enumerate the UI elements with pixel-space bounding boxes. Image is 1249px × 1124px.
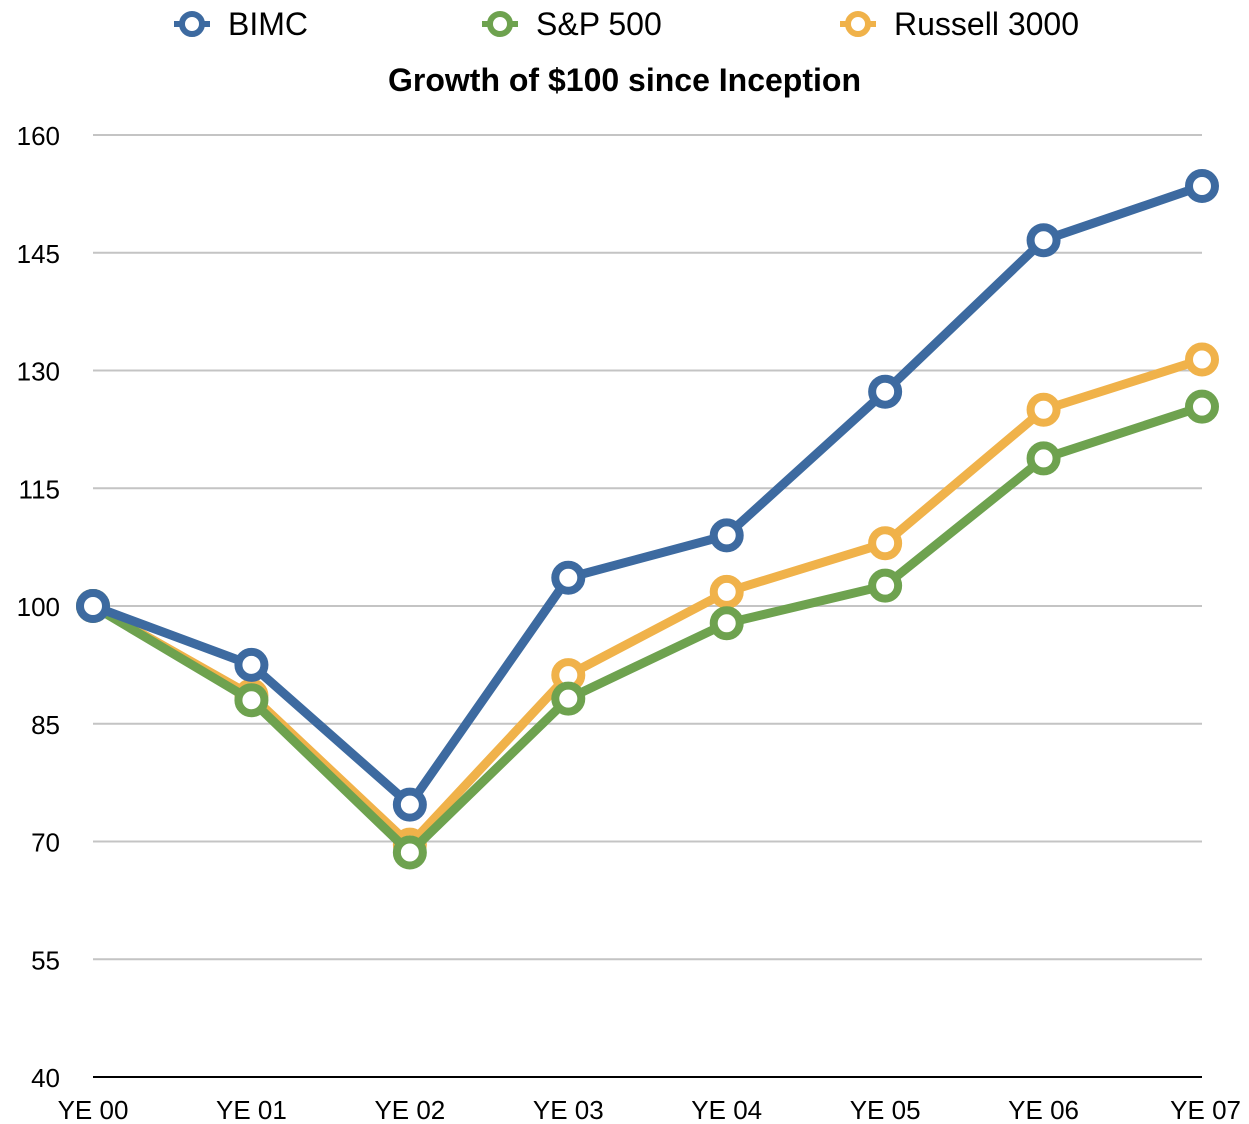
data-point (392, 787, 427, 822)
x-tick-label: YE 06 (1008, 1095, 1079, 1124)
legend-label-bimc: BIMC (228, 5, 308, 42)
data-point (868, 374, 903, 409)
y-tick-label: 145 (17, 239, 60, 269)
x-tick-label: YE 05 (850, 1095, 921, 1124)
y-tick-label: 160 (17, 121, 60, 151)
data-point (1026, 441, 1061, 476)
data-point (868, 526, 903, 561)
x-tick-label: YE 00 (58, 1095, 129, 1124)
data-point (1026, 223, 1061, 258)
y-tick-label: 55 (31, 945, 60, 975)
x-tick-label: YE 04 (691, 1095, 762, 1124)
series-line (88, 355, 1207, 850)
x-tick-label: YE 07 (1170, 1095, 1241, 1124)
data-point (1185, 389, 1219, 424)
y-tick-label: 70 (31, 828, 60, 858)
data-point (234, 647, 269, 682)
legend-item-sp500[interactable]: S&P 500 (480, 4, 662, 44)
y-tick-label: 100 (17, 592, 60, 622)
series-line (88, 402, 1207, 857)
legend-label-russell3000: Russell 3000 (894, 5, 1079, 42)
legend-label-sp500: S&P 500 (536, 5, 662, 42)
data-point (1185, 342, 1219, 377)
legend: BIMC S&P 500 Russell 3000 (0, 0, 1249, 50)
data-point (1026, 392, 1061, 427)
legend-marker-icon (174, 11, 210, 37)
data-point (709, 606, 744, 641)
y-tick-label: 85 (31, 710, 60, 740)
y-tick-label: 115 (19, 474, 60, 504)
legend-marker-icon (482, 11, 518, 37)
data-point (709, 518, 744, 553)
series-line (88, 181, 1207, 810)
data-point (868, 568, 903, 603)
data-point (392, 835, 427, 870)
y-tick-label: 130 (17, 357, 60, 387)
data-point (709, 574, 744, 609)
data-point (551, 560, 586, 595)
data-point (234, 683, 269, 718)
legend-marker-icon (840, 11, 876, 37)
y-tick-label: 40 (31, 1063, 60, 1093)
legend-item-bimc[interactable]: BIMC (172, 4, 308, 44)
chart-title: Growth of $100 since Inception (388, 62, 861, 98)
data-point (551, 681, 586, 716)
x-tick-label: YE 01 (216, 1095, 287, 1124)
x-tick-label: YE 02 (374, 1095, 445, 1124)
data-point (1185, 169, 1219, 204)
data-point (76, 589, 110, 623)
x-tick-label: YE 03 (533, 1095, 604, 1124)
legend-item-russell3000[interactable]: Russell 3000 (838, 4, 1079, 44)
